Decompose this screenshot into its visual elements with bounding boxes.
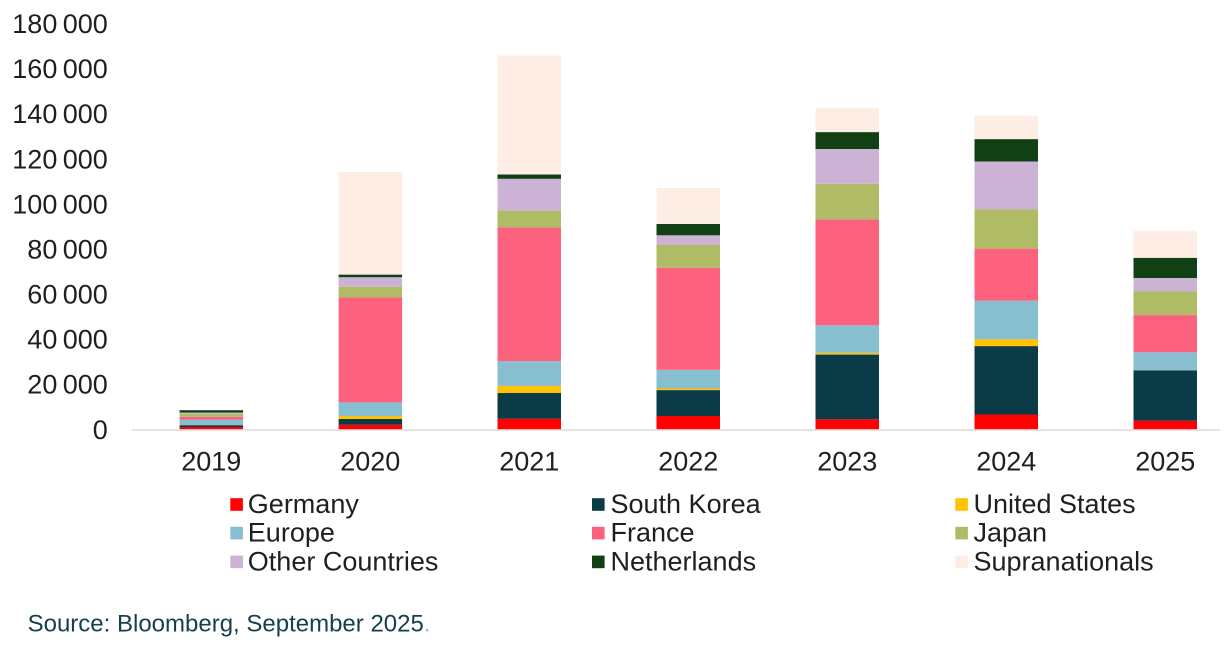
svg-text:160 000: 160 000: [12, 54, 108, 84]
svg-text:2020: 2020: [340, 447, 400, 477]
svg-text:120 000: 120 000: [12, 144, 108, 174]
svg-text:Germany: Germany: [248, 489, 360, 519]
svg-text:80 000: 80 000: [27, 235, 108, 265]
svg-text:2023: 2023: [817, 447, 877, 477]
svg-text:60 000: 60 000: [27, 280, 108, 310]
svg-text:2024: 2024: [976, 447, 1036, 477]
svg-text:2025: 2025: [1135, 447, 1195, 477]
svg-text:Netherlands: Netherlands: [611, 547, 757, 577]
svg-text:Europe: Europe: [248, 518, 335, 548]
svg-text:100 000: 100 000: [12, 189, 108, 219]
svg-text:140 000: 140 000: [12, 99, 108, 129]
svg-text:Japan: Japan: [974, 518, 1048, 548]
svg-text:South Korea: South Korea: [611, 489, 762, 519]
svg-text:2021: 2021: [499, 447, 559, 477]
svg-text:40 000: 40 000: [27, 325, 108, 355]
svg-text:2019: 2019: [181, 447, 241, 477]
svg-text:180 000: 180 000: [12, 9, 108, 39]
svg-text:20 000: 20 000: [27, 370, 108, 400]
svg-text:2022: 2022: [658, 447, 718, 477]
svg-text:France: France: [611, 518, 695, 548]
svg-text:Other Countries: Other Countries: [248, 547, 439, 577]
svg-text:United States: United States: [974, 489, 1136, 519]
svg-text:Source: Bloomberg, September 2: Source: Bloomberg, September 2025.: [28, 610, 431, 637]
svg-text:0: 0: [93, 415, 108, 445]
svg-text:Supranationals: Supranationals: [974, 547, 1154, 577]
